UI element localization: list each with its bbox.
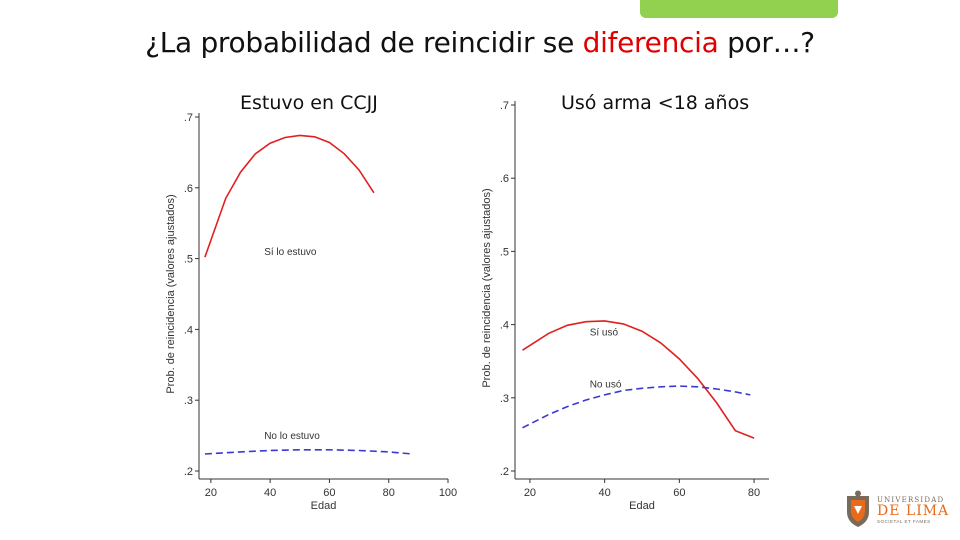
y-tick-label: .7 [184, 112, 193, 124]
series-annotation: No usó [590, 380, 622, 391]
chart1-title: Estuvo en CCJJ [240, 92, 378, 114]
y-tick-label: .6 [500, 173, 509, 185]
title-highlight: diferencia [582, 26, 719, 59]
series-line-1 [204, 448, 413, 455]
universidad-de-lima-logo: UNIVERSIDAD DE LIMA SOCIETAL ET FAMES [843, 490, 955, 530]
series-line-0 [204, 134, 375, 258]
series-annotation: Sí lo estuvo [264, 247, 317, 258]
logo-line3: SOCIETAL ET FAMES [877, 519, 931, 524]
y-axis-label: Prob. de reincidencia (valores ajustados… [481, 188, 493, 387]
series-annotation: Sí usó [590, 328, 619, 339]
y-tick-label: .4 [500, 320, 509, 332]
y-tick-label: .5 [500, 246, 509, 258]
logo-crest-icon [847, 490, 869, 527]
x-tick-label: 20 [205, 487, 217, 499]
chart2-title: Usó arma <18 años [561, 92, 750, 114]
title-post: por…? [718, 26, 815, 59]
chart-ccjj: .2 .3 .4 .5 .6 .7 20 40 60 80 100 Edad Prob. de rein… [165, 112, 457, 512]
top-accent-tab [640, 0, 838, 18]
series-line-1 [522, 385, 751, 429]
x-tick-label: 60 [323, 487, 335, 499]
y-tick-label: .5 [184, 254, 193, 266]
x-axis-label: Edad [629, 500, 655, 512]
series-line-0 [522, 320, 755, 439]
y-tick-label: .3 [184, 395, 193, 407]
chart-arma: .2 .3 .4 .5 .6 .7 20 40 60 80 Edad Prob. de reincid… [481, 100, 769, 512]
logo-line2: DE LIMA [877, 503, 950, 519]
x-tick-label: 80 [383, 487, 395, 499]
title-pre: ¿La probabilidad de reincidir se [145, 26, 583, 59]
x-tick-label: 40 [264, 487, 276, 499]
x-tick-label: 40 [599, 487, 611, 499]
logo-line1: UNIVERSIDAD [877, 496, 945, 504]
y-axis-label: Prob. de reincidencia (valores ajustados… [165, 194, 177, 393]
y-tick-label: .6 [184, 183, 193, 195]
y-tick-label: .2 [184, 466, 193, 478]
x-axis-label: Edad [311, 500, 337, 512]
slide-title: ¿La probabilidad de reincidir se diferen… [0, 26, 960, 59]
x-tick-label: 60 [673, 487, 685, 499]
y-tick-label: .4 [184, 324, 193, 336]
x-tick-label: 100 [439, 487, 457, 499]
y-tick-label: .3 [500, 393, 509, 405]
y-tick-label: .7 [500, 100, 509, 112]
x-tick-label: 80 [748, 487, 760, 499]
y-tick-label: .2 [500, 466, 509, 478]
x-tick-label: 20 [524, 487, 536, 499]
series-annotation: No lo estuvo [264, 431, 320, 442]
